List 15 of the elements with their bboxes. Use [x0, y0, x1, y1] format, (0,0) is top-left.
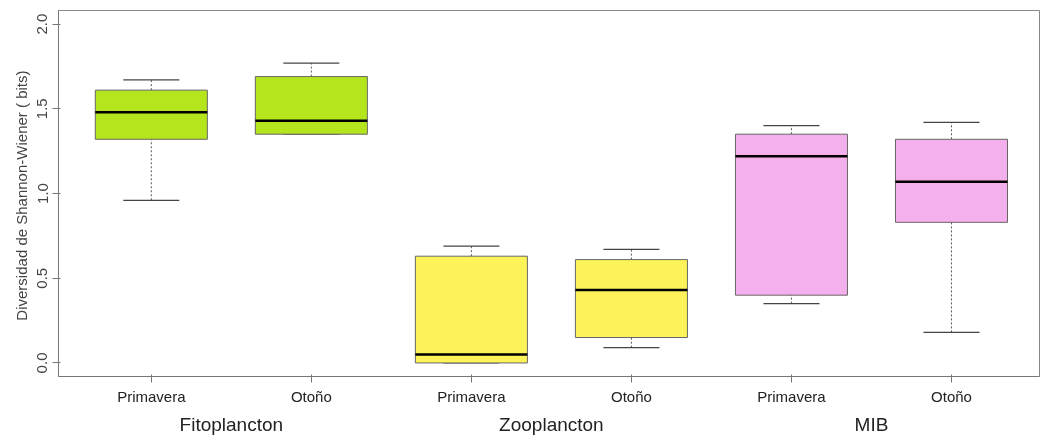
x-tick-label: Primavera [437, 387, 507, 405]
x-tick-label: Otoño [931, 387, 972, 405]
text: MIB [854, 413, 889, 435]
y-tick-label: 1.0 [33, 183, 51, 204]
y-tick-label: 1.5 [33, 98, 51, 120]
text: Zooplancton [499, 413, 604, 435]
x-tick-label: Otoño [610, 387, 652, 405]
x-tick-label: Primavera [757, 387, 827, 405]
x-tick-label: Primavera [117, 387, 187, 405]
text: Fitoplancton [179, 413, 284, 435]
y-axis-title: Diversidad de Shannon-Wiener ( bits) [12, 70, 30, 321]
x-tick-label: Otoño [290, 387, 332, 405]
y-tick-label: 0.5 [33, 267, 51, 289]
y-tick-label: 2.0 [33, 13, 51, 35]
y-tick-label: 0.0 [33, 352, 51, 374]
